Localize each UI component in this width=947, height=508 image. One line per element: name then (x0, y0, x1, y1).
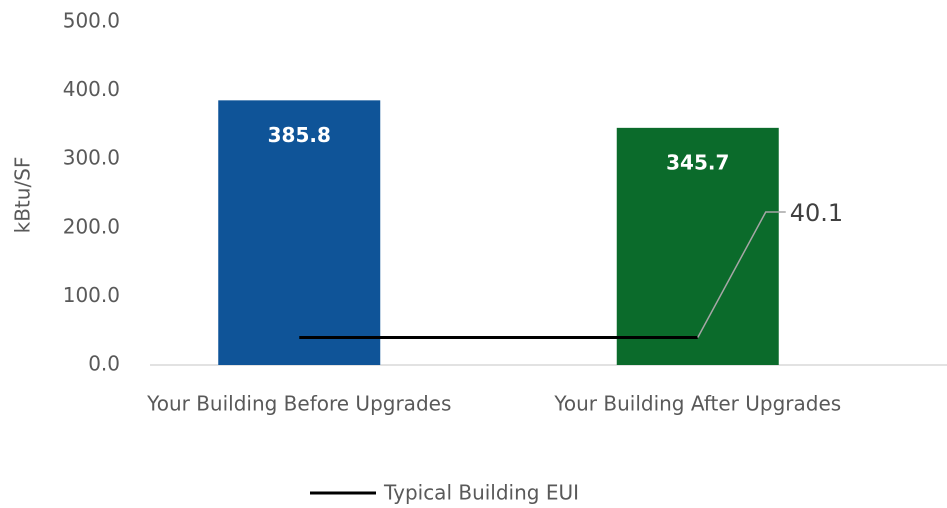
y-tick-label: 0.0 (88, 352, 120, 376)
bar (218, 100, 381, 366)
y-tick-label: 400.0 (63, 77, 120, 101)
y-tick-label: 100.0 (63, 283, 120, 307)
line-value-label: 40.1 (790, 199, 843, 227)
legend-label: Typical Building EUI (383, 481, 579, 505)
y-tick-label: 300.0 (63, 146, 120, 170)
bar-value-label: 345.7 (666, 150, 729, 174)
x-tick-label: Your Building After Upgrades (553, 392, 841, 416)
bar (616, 127, 779, 366)
bar-value-label: 385.8 (268, 123, 331, 147)
leader-line (697, 211, 786, 338)
y-tick-label: 500.0 (63, 9, 120, 33)
y-tick-label: 200.0 (63, 214, 120, 238)
y-axis-label: kBtu/SF (11, 157, 35, 234)
x-tick-label: Your Building Before Upgrades (146, 392, 451, 416)
